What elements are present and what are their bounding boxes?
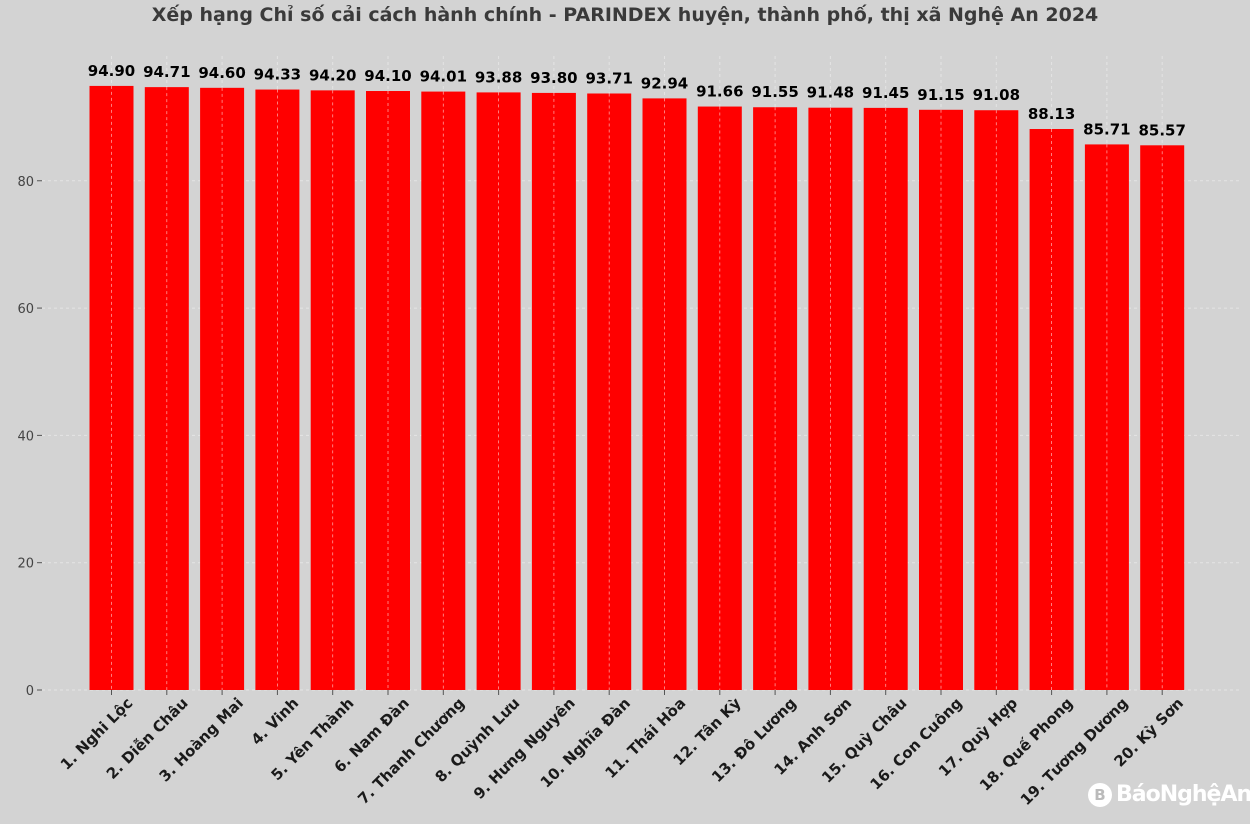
chart-title: Xếp hạng Chỉ số cải cách hành chính - PA… xyxy=(151,4,1099,26)
bar-value-label: 91.45 xyxy=(862,84,909,102)
bar xyxy=(366,91,410,691)
y-tick-label: 0 xyxy=(26,684,34,699)
watermark: B BáoNghệAn xyxy=(1088,782,1250,807)
bar-value-label: 93.71 xyxy=(585,69,632,87)
y-tick-label: 20 xyxy=(17,557,34,572)
bar-value-label: 91.55 xyxy=(751,83,798,101)
bar-value-label: 91.08 xyxy=(973,86,1020,104)
bar-value-label: 93.88 xyxy=(475,68,522,86)
bar xyxy=(421,91,466,690)
y-tick-label: 40 xyxy=(17,429,34,444)
bar xyxy=(697,106,742,691)
newspaper-logo-icon: B xyxy=(1088,782,1112,807)
bar-value-label: 85.71 xyxy=(1083,120,1130,138)
bar-value-label: 94.71 xyxy=(143,63,190,81)
y-tick-label: 80 xyxy=(17,175,34,190)
x-tick-label: 9. Hưng Nguyên xyxy=(470,694,579,803)
bar-value-label: 91.15 xyxy=(917,86,964,104)
x-tick-label: 18. Quế Phong xyxy=(975,693,1076,794)
bar xyxy=(476,92,521,690)
bar-value-label: 94.33 xyxy=(254,66,301,84)
y-axis-ticks: 0 20 40 60 80 xyxy=(17,175,42,699)
bar xyxy=(1029,129,1074,690)
bar xyxy=(587,93,632,691)
bar-value-label: 93.80 xyxy=(530,69,577,87)
bar xyxy=(753,107,798,691)
bar-value-label: 85.57 xyxy=(1138,121,1185,139)
bar-value-label: 91.66 xyxy=(696,83,743,101)
bar xyxy=(310,90,355,691)
y-tick-label: 60 xyxy=(17,302,34,317)
value-labels: 94.90 94.71 94.60 94.33 94.20 94.10 94.01 93.88… xyxy=(88,62,1186,139)
bar-value-label: 91.48 xyxy=(807,84,854,102)
bar-value-label: 88.13 xyxy=(1028,105,1075,123)
x-tick-label: 16. Con Cuông xyxy=(867,694,966,793)
bar-value-label: 94.60 xyxy=(198,64,245,82)
watermark-text: BáoNghệAn xyxy=(1116,782,1250,807)
bar-value-label: 94.20 xyxy=(309,66,356,84)
bar-value-label: 94.90 xyxy=(88,62,135,80)
bar-value-label: 94.01 xyxy=(420,68,467,86)
x-tick-label: 7. Thanh Chương xyxy=(354,694,468,808)
bars xyxy=(89,85,1185,691)
bar-value-label: 92.94 xyxy=(641,74,688,92)
bar xyxy=(531,92,576,690)
x-tick-label: 4. Vinh xyxy=(248,694,303,749)
bar-value-label: 94.10 xyxy=(364,67,411,85)
